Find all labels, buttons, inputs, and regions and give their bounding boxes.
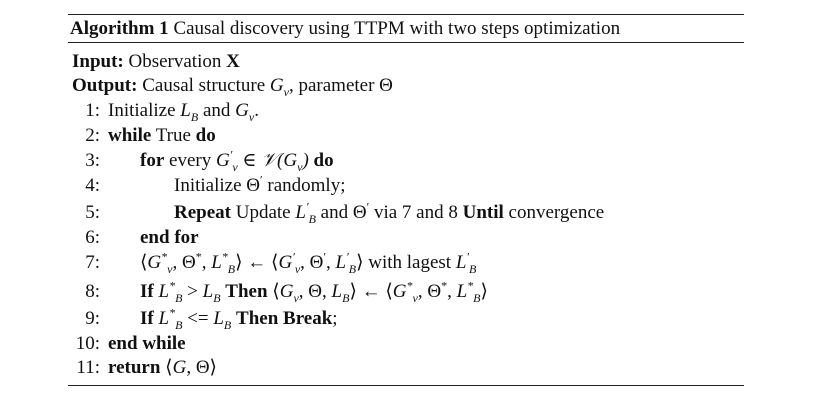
output-symbol: Gv — [269, 75, 289, 99]
line-number: 7: — [85, 252, 100, 273]
algo-line-6: 6: end for — [68, 226, 198, 250]
algo-line-11: 11: return ⟨G, Θ⟩ — [68, 356, 217, 380]
output-suffix: , parameter Θ — [288, 75, 393, 96]
input-label: Input: — [72, 51, 124, 72]
output-line: Output: Causal structure Gv, parameter Θ — [72, 74, 393, 98]
line-number: 6: — [85, 227, 100, 248]
line-number: 3: — [85, 150, 100, 171]
line-number: 8: — [85, 281, 100, 302]
algo-line-9: 9: If L*B <= LB Then Break; — [68, 307, 337, 331]
line-number: 4: — [85, 175, 100, 196]
algo-line-3: 3: for every G′v ∈ 𝒱(Gv) do — [68, 149, 333, 173]
algo-line-1: 1: Initialize LB and Gv. — [68, 99, 259, 123]
top-rule — [68, 14, 744, 15]
line-number: 9: — [85, 308, 100, 329]
output-label: Output: — [72, 75, 138, 96]
bottom-rule — [68, 385, 744, 386]
line-number: 1: — [85, 100, 100, 121]
input-symbol: X — [226, 51, 240, 72]
output-text: Causal structure — [142, 75, 266, 96]
algo-line-10: 10: end while — [68, 332, 186, 356]
input-text: Observation — [128, 51, 222, 72]
algorithm-label: Algorithm 1 — [70, 18, 169, 39]
line-number: 10: — [75, 333, 100, 354]
algorithm-block: Algorithm 1 Causal discovery using TTPM … — [68, 14, 744, 43]
line-number: 2: — [85, 125, 100, 146]
algorithm-title: Causal discovery using TTPM with two ste… — [173, 18, 621, 39]
algorithm-caption: Algorithm 1 Causal discovery using TTPM … — [68, 15, 744, 42]
algo-line-2: 2: while True do — [68, 124, 216, 148]
caption-rule — [68, 42, 744, 43]
input-line: Input: Observation X — [72, 50, 240, 74]
algo-line-8: 8: If L*B > LB Then ⟨Gv, Θ, LB⟩ ← ⟨G*v, Θ… — [68, 280, 488, 304]
line-number: 5: — [85, 202, 100, 223]
algo-line-5: 5: Repeat Update L′B and Θ′ via 7 and 8 U… — [68, 201, 604, 225]
line-number: 11: — [76, 357, 100, 378]
algo-line-7: 7: ⟨G*v, Θ*, L*B⟩ ← ⟨G′v, Θ′, L′B⟩ with l… — [68, 251, 476, 275]
algo-line-4: 4: Initialize Θ′ randomly; — [68, 174, 345, 198]
